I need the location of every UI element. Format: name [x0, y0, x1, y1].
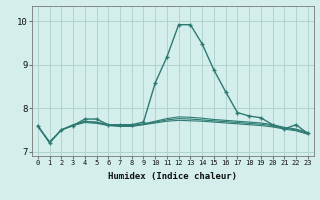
X-axis label: Humidex (Indice chaleur): Humidex (Indice chaleur) — [108, 172, 237, 181]
